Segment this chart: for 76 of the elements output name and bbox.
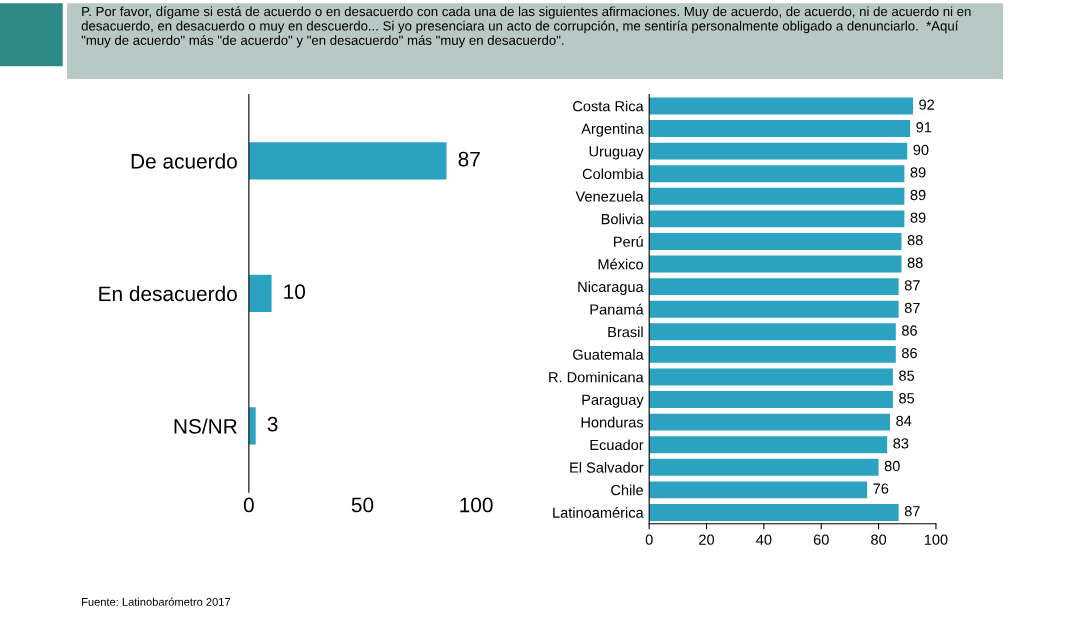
x-tick-label: 0 <box>243 497 254 513</box>
data-label: 88 <box>907 257 923 268</box>
text: P. Por favor, dígame si está de acuerdo o en desacuerdo con cada una de las siguientes afirmaciones. Muy de acuerdo, de acuerdo, ni de acuerdo ni en desacuerdo, en desacuerdo o muy en descuerdo... Si yo presenciara un acto de corrupción, me sentiría personalmente obligado a denunciarlo. *Aquí "muy de acuerdo" más "de acuerdo" y "en desacuerdo" más "muy en desacuerdo". <box>81 6 971 48</box>
data-label: 85 <box>899 393 915 404</box>
y-tick-label: De acuerdo <box>131 153 237 169</box>
x-tick-label: 60 <box>813 534 829 545</box>
bar <box>248 142 447 180</box>
bar <box>649 232 902 250</box>
bar <box>649 391 893 408</box>
data-label: 80 <box>884 460 900 472</box>
x-tick-label: 80 <box>871 534 887 545</box>
data-label: 10 <box>284 284 306 300</box>
data-label: 87 <box>904 280 920 291</box>
data-label: 87 <box>904 506 920 517</box>
y-tick-label: Ecuador <box>590 439 644 451</box>
bar <box>649 165 905 183</box>
y-tick-label: El Salvador <box>570 461 644 473</box>
bar <box>649 278 899 296</box>
bar <box>649 142 908 160</box>
data-label: 86 <box>901 347 917 359</box>
bar <box>649 413 891 431</box>
bar <box>649 210 905 228</box>
y-tick-label: Brasil <box>608 326 643 338</box>
bar <box>649 436 888 454</box>
data-label: 84 <box>896 415 912 427</box>
y-tick-label: Latinoamérica <box>553 506 644 518</box>
data-label: 86 <box>901 325 917 336</box>
y-tick-label: Colombia <box>582 168 644 180</box>
data-label: 89 <box>910 167 926 178</box>
x-tick-label: 50 <box>351 497 374 513</box>
x-tick-label: 0 <box>645 534 653 545</box>
data-label: 87 <box>904 302 920 314</box>
y-tick-label: Costa Rica <box>573 100 644 112</box>
data-label: 87 <box>458 151 480 167</box>
bar <box>649 503 899 521</box>
y-tick-label: Perú <box>614 235 643 247</box>
x-tick-label: 20 <box>699 534 715 545</box>
x-tick-label: 100 <box>460 497 493 513</box>
y-tick-label: Nicaragua <box>578 281 644 295</box>
y-tick-label: Argentina <box>581 123 644 137</box>
data-label: 76 <box>873 483 889 494</box>
y-tick-label: R. Dominicana <box>549 371 644 383</box>
bar <box>649 97 913 115</box>
x-tick-label: 40 <box>756 534 772 545</box>
data-label: 89 <box>910 189 926 201</box>
bar <box>649 458 879 476</box>
data-label: 90 <box>913 144 929 156</box>
bar <box>248 274 272 312</box>
data-label: 89 <box>910 212 926 223</box>
data-label: 83 <box>893 438 909 449</box>
bar <box>649 368 893 386</box>
y-tick-label: Paraguay <box>582 394 644 408</box>
y-tick-label: NS/NR <box>174 418 237 434</box>
bar <box>649 187 905 205</box>
x-tick-label: 100 <box>924 534 948 545</box>
bar <box>649 120 911 137</box>
data-label: 88 <box>907 235 923 246</box>
y-tick-label: Honduras <box>581 416 644 428</box>
bar <box>649 300 899 318</box>
y-tick-label: Bolivia <box>601 213 644 225</box>
bar <box>649 481 868 499</box>
y-tick-label: Venezuela <box>575 190 644 202</box>
y-tick-label: México <box>598 258 644 270</box>
y-tick-label: Panamá <box>590 303 644 315</box>
y-tick-label: Chile <box>611 484 643 496</box>
bar <box>649 345 896 363</box>
data-label: 85 <box>899 370 915 381</box>
y-tick-label: Guatemala <box>573 349 644 360</box>
y-tick-label: Uruguay <box>589 146 644 160</box>
data-label: 92 <box>919 99 935 110</box>
source-note: Fuente: Latinobarómetro 2017 <box>82 597 231 606</box>
bar <box>649 255 902 273</box>
data-label: 3 <box>267 416 278 432</box>
bar <box>649 323 896 341</box>
data-label: 91 <box>916 122 932 133</box>
y-tick-label: En desacuerdo <box>99 285 237 302</box>
